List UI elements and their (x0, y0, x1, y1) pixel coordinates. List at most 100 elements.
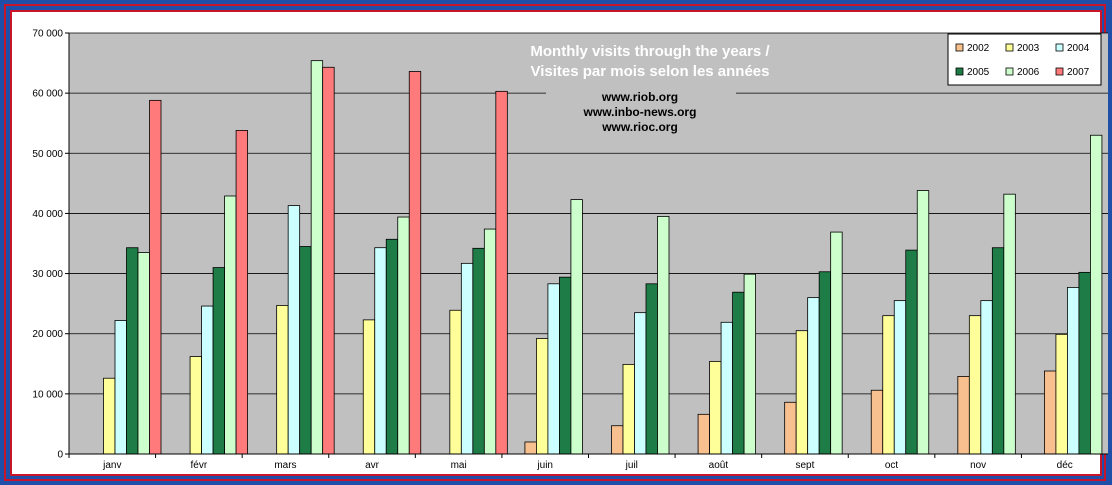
x-tick-label: oct (885, 460, 899, 471)
annotation-url-1: www.riob.org (601, 90, 678, 104)
bar-2006-nov (1003, 193, 1016, 455)
bar-2005-juin (559, 276, 572, 455)
bar-2003-août (709, 360, 722, 455)
annotation-url-3: www.rioc.org (601, 120, 678, 134)
bar-2005-mars (299, 246, 312, 455)
bar-2003-févr (189, 356, 202, 455)
x-tick-label: mars (274, 460, 296, 471)
bar-2005-août (732, 291, 745, 455)
bar-2005-juil (645, 283, 658, 455)
bar-2004-déc (1067, 287, 1080, 455)
bar-2006-juin (570, 199, 583, 455)
bar-2006-janv (137, 252, 150, 455)
bar-2004-mai (460, 262, 474, 455)
bar-2004-janv (114, 320, 127, 455)
legend-label-2007: 2007 (1067, 67, 1090, 78)
bar-2007-avr (408, 71, 422, 455)
y-tick-label: 50 000 (32, 149, 63, 160)
bar-2003-janv (103, 377, 116, 455)
bar-2002-juil (611, 425, 624, 455)
bar-2005-oct (905, 249, 918, 455)
x-tick-label: juin (536, 460, 553, 471)
bar-2004-août (720, 321, 733, 455)
y-tick-label: 70 000 (32, 29, 63, 40)
y-tick-label: 30 000 (32, 269, 63, 280)
bar-2003-déc (1055, 333, 1068, 455)
bar-2003-mars (276, 305, 289, 455)
bar-2002-déc (1044, 370, 1057, 455)
bar-2007-mars (322, 66, 335, 455)
bar-2004-juin (547, 283, 560, 455)
legend-swatch-2003 (1005, 43, 1014, 52)
legend-label-2006: 2006 (1017, 67, 1040, 78)
legend-box (947, 33, 1102, 86)
bar-2004-sept (807, 297, 820, 455)
bar-2002-sept (784, 401, 797, 455)
x-tick-label: déc (1057, 460, 1073, 471)
bar-2005-mai (472, 247, 485, 455)
legend-swatch-2004 (1055, 43, 1064, 52)
bar-2004-oct (893, 300, 907, 455)
legend-swatch-2007 (1055, 67, 1064, 76)
bar-2005-déc (1078, 271, 1091, 455)
x-tick-label: janv (102, 460, 121, 471)
bar-2004-mars (287, 205, 301, 455)
chart-title-line-1: Monthly visits through the years / (530, 43, 770, 60)
y-tick-label: 40 000 (32, 209, 63, 220)
bar-2006-avr (397, 216, 410, 455)
bar-2004-avr (374, 247, 387, 455)
bar-2003-juin (536, 338, 549, 455)
x-tick-label: avr (365, 460, 380, 471)
x-tick-label: févr (191, 460, 208, 471)
bar-2005-sept (818, 271, 832, 455)
y-tick-label: 60 000 (32, 89, 63, 100)
bar-2006-août (743, 273, 756, 455)
annotation-url-2: www.inbo-news.org (583, 105, 697, 119)
bar-2002-juin (524, 441, 537, 455)
bar-2006-déc (1090, 134, 1103, 455)
bar-2004-févr (201, 305, 214, 455)
legend-label-2004: 2004 (1067, 43, 1090, 54)
x-tick-label: nov (970, 460, 986, 471)
y-tick-label: 10 000 (32, 389, 63, 400)
x-tick-label: sept (796, 460, 815, 471)
bar-2007-févr (235, 130, 248, 455)
bar-2003-nov (968, 315, 982, 455)
x-tick-label: août (709, 460, 729, 471)
bar-2005-janv (126, 247, 139, 455)
bar-2006-mai (483, 228, 497, 455)
bar-2002-oct (870, 389, 884, 455)
bar-2003-sept (795, 330, 809, 455)
bar-2002-août (697, 413, 710, 455)
bar-2003-avr (362, 319, 376, 455)
legend-label-2002: 2002 (967, 43, 990, 54)
legend-swatch-2005 (955, 67, 964, 76)
bar-2005-févr (212, 267, 225, 455)
y-tick-label: 0 (57, 450, 63, 461)
bar-2004-nov (980, 300, 993, 455)
y-tick-label: 20 000 (32, 329, 63, 340)
bar-2004-juil (634, 312, 647, 455)
bar-2006-juil (657, 216, 670, 455)
bar-2006-mars (310, 60, 324, 455)
bar-2007-janv (149, 99, 162, 455)
bar-2006-févr (224, 195, 237, 455)
x-tick-label: mai (451, 460, 467, 471)
legend-label-2005: 2005 (967, 67, 990, 78)
bar-2002-nov (957, 376, 970, 455)
legend-swatch-2002 (955, 43, 964, 52)
legend-swatch-2006 (1005, 67, 1014, 76)
legend-label-2003: 2003 (1017, 43, 1040, 54)
bar-2006-oct (916, 190, 930, 455)
bar-2006-sept (830, 231, 843, 455)
bar-2003-mai (449, 309, 462, 455)
bar-2007-mai (495, 90, 508, 455)
x-tick-label: juil (625, 460, 638, 471)
bar-2003-oct (882, 315, 895, 455)
bar-2005-nov (991, 247, 1005, 455)
chart-title-line-2: Visites par mois selon les années (530, 63, 769, 80)
bar-2003-juil (622, 363, 635, 455)
bar-2005-avr (385, 238, 399, 455)
url-box (546, 88, 736, 138)
